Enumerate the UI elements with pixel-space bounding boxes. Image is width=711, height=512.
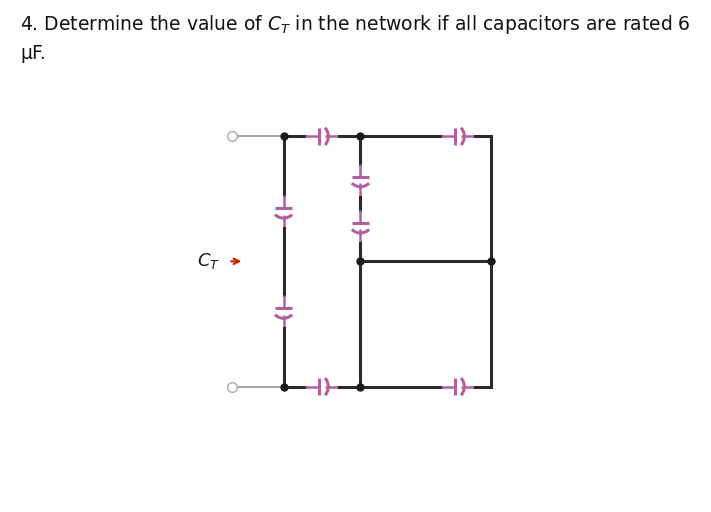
Text: $C_T$: $C_T$	[198, 251, 220, 271]
Text: 4. Determine the value of $C_T$ in the network if all capacitors are rated 6: 4. Determine the value of $C_T$ in the n…	[20, 13, 690, 36]
Text: μF.: μF.	[20, 44, 46, 62]
